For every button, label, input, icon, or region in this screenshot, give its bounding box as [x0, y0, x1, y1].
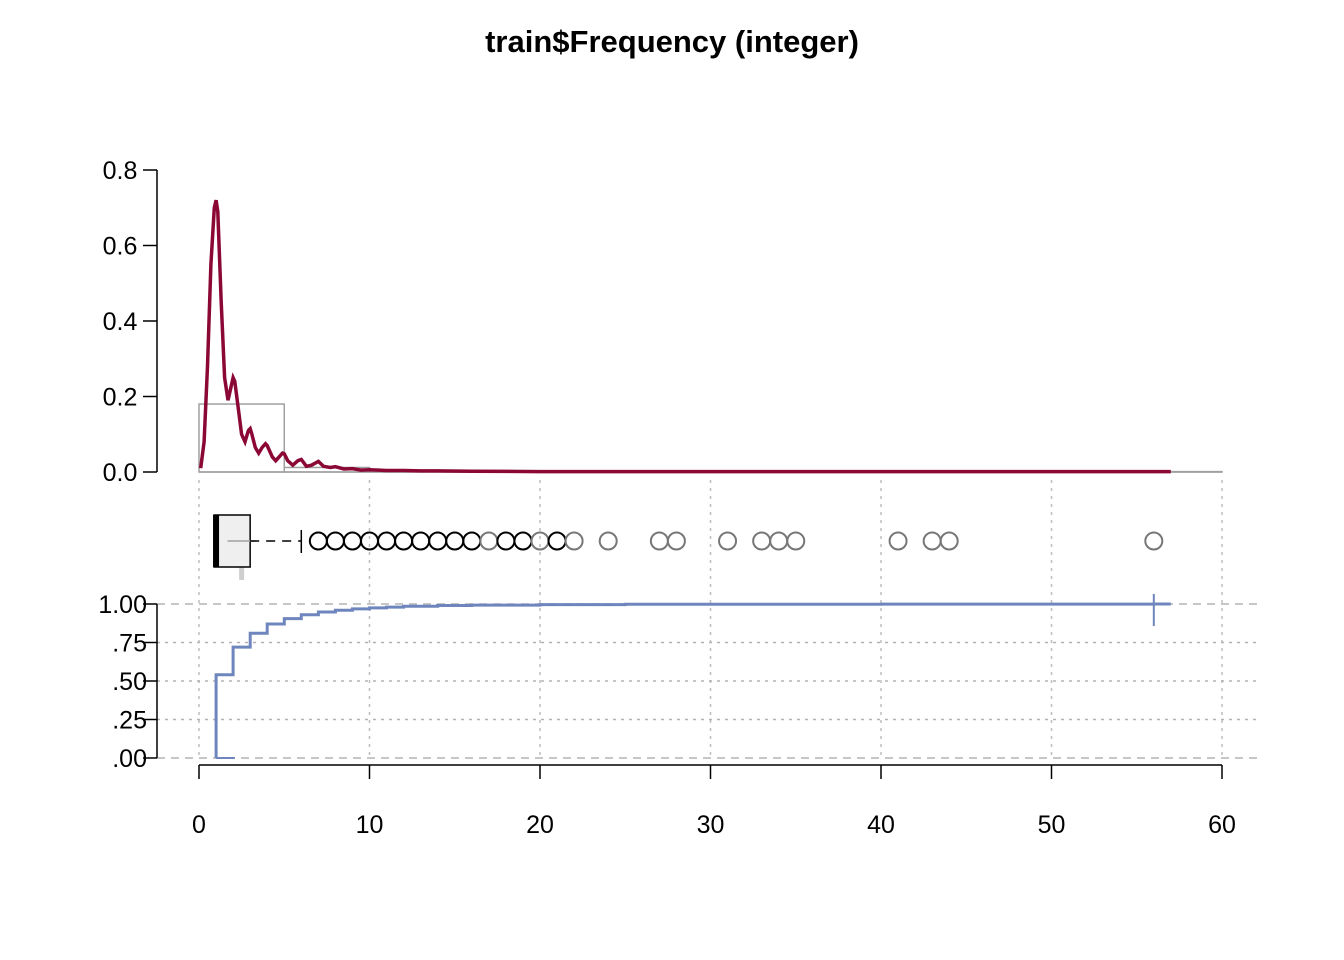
density-histogram — [198, 403, 1223, 473]
ecdf-tick-label-1: .25 — [112, 707, 147, 735]
ecdf-tick-label-0: .00 — [112, 745, 147, 773]
density-tick-label-2: 0.4 — [103, 308, 138, 336]
x-tick-label-3: 30 — [697, 811, 725, 839]
ecdf-tick-label-2: .50 — [112, 668, 147, 696]
box-outlier-26 — [1144, 531, 1164, 551]
box-outlier-8 — [445, 531, 465, 551]
x-tick-label-5: 50 — [1038, 811, 1066, 839]
density-tick-label-4: 0.8 — [103, 157, 138, 185]
box-outlier-23 — [888, 531, 908, 551]
box-outlier-9 — [462, 531, 482, 551]
density-tick-label-1: 0.2 — [103, 384, 138, 412]
box-outlier-24 — [922, 531, 942, 551]
box-outlier-16 — [598, 531, 618, 551]
boxplot — [213, 514, 1164, 580]
box-outlier-25 — [939, 531, 959, 551]
box-outlier-10 — [479, 531, 499, 551]
ecdf-tick-label-3: .75 — [112, 630, 147, 658]
density-tick-label-0: 0.0 — [103, 459, 138, 487]
x-axis: 0 10 20 30 40 50 60 — [192, 764, 1236, 839]
x-tick-label-2: 20 — [526, 811, 554, 839]
box-outlier-17 — [649, 531, 669, 551]
box-outlier-1 — [325, 531, 345, 551]
x-tick-label-6: 60 — [1208, 811, 1236, 839]
box-outlier-15 — [564, 531, 584, 551]
chart-title: train$Frequency (integer) — [485, 24, 859, 59]
box-outlier-4 — [377, 531, 397, 551]
box-outlier-11 — [496, 531, 516, 551]
x-tick-label-1: 10 — [356, 811, 384, 839]
ecdf-tick-label-4: 1.00 — [98, 591, 147, 619]
box-outlier-2 — [342, 531, 362, 551]
box-outlier-6 — [411, 531, 431, 551]
x-tick-label-0: 0 — [192, 811, 206, 839]
ecdf-y-axis: .00 .25 .50 .75 1.00 — [98, 591, 158, 773]
box-outlier-0 — [308, 531, 328, 551]
grid-lines — [157, 480, 1258, 760]
density-curve — [198, 199, 1171, 474]
box-outlier-19 — [718, 531, 738, 551]
box-outlier-7 — [428, 531, 448, 551]
box-outlier-5 — [394, 531, 414, 551]
ecdf-step-line — [214, 602, 1171, 758]
box-outlier-12 — [513, 531, 533, 551]
ecdf-end-marks — [216, 594, 1155, 759]
box-outlier-18 — [666, 531, 686, 551]
box-outlier-21 — [769, 531, 789, 551]
box-outlier-14 — [547, 531, 567, 551]
box-outlier-20 — [752, 531, 772, 551]
box-outlier-22 — [786, 531, 806, 551]
density-tick-label-3: 0.6 — [103, 233, 138, 261]
x-tick-label-4: 40 — [867, 811, 895, 839]
density-y-axis: 0.0 0.2 0.4 0.6 0.8 — [103, 157, 158, 487]
